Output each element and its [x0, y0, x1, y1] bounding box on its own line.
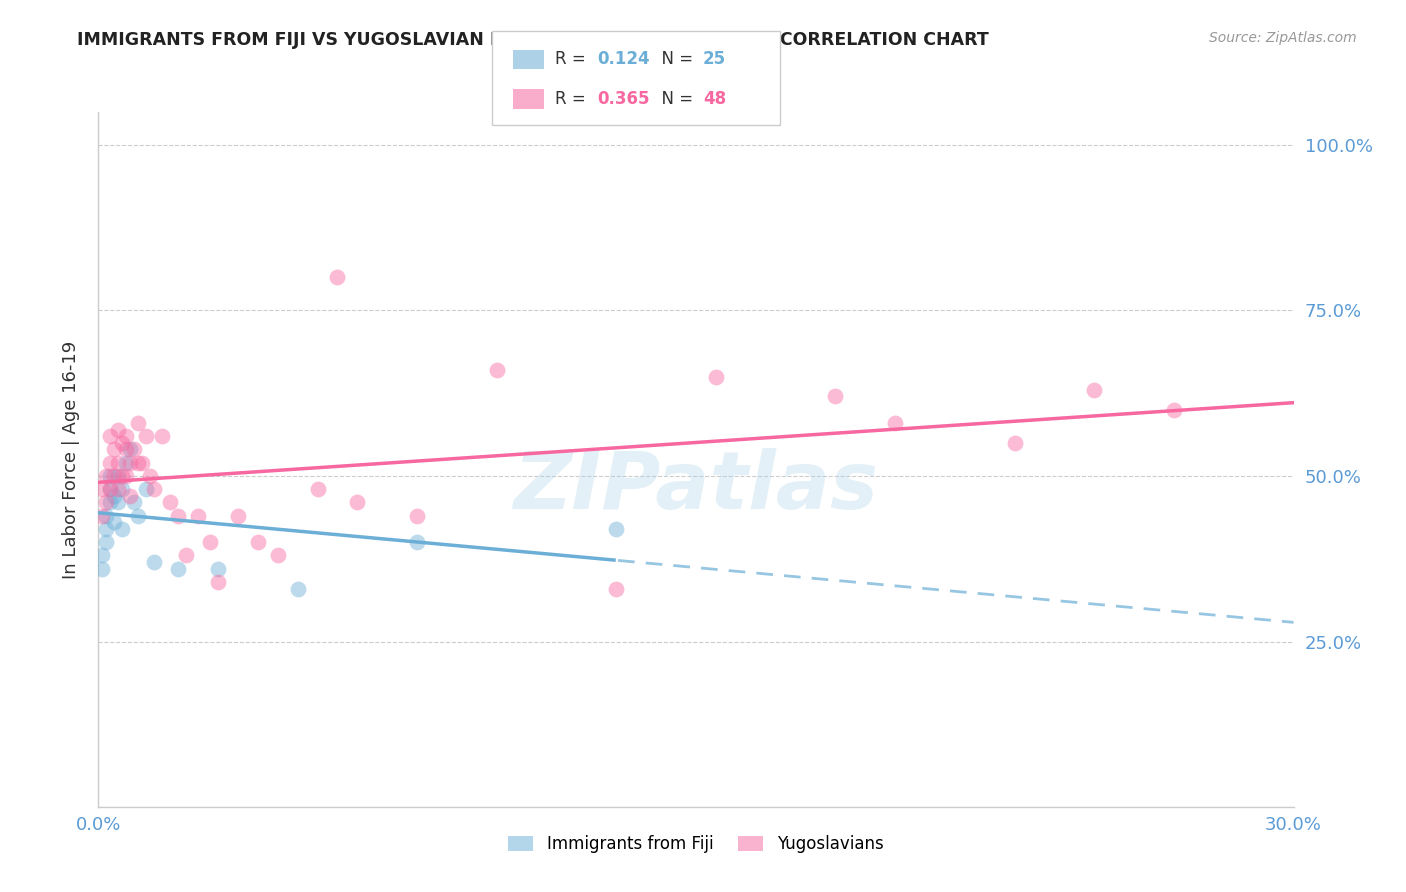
Point: [103, 489, 125, 503]
Point: [91, 482, 114, 496]
Point: [127, 456, 149, 470]
Text: N =: N =: [651, 51, 699, 69]
Point: [120, 456, 142, 470]
Point: [96, 469, 118, 483]
Point: [884, 416, 907, 430]
Point: [115, 429, 138, 443]
Point: [111, 522, 134, 536]
Text: Source: ZipAtlas.com: Source: ZipAtlas.com: [1209, 31, 1357, 45]
Text: N =: N =: [651, 90, 699, 108]
Point: [127, 416, 149, 430]
Point: [124, 495, 146, 509]
Text: ZIPatlas: ZIPatlas: [513, 448, 879, 526]
Point: [120, 489, 142, 503]
Point: [824, 389, 846, 403]
Point: [91, 562, 114, 576]
Point: [167, 508, 190, 523]
Text: IMMIGRANTS FROM FIJI VS YUGOSLAVIAN IN LABOR FORCE | AGE 16-19 CORRELATION CHART: IMMIGRANTS FROM FIJI VS YUGOSLAVIAN IN L…: [77, 31, 988, 49]
Point: [135, 482, 157, 496]
Point: [96, 535, 118, 549]
Text: 25: 25: [703, 51, 725, 69]
Point: [111, 469, 134, 483]
Point: [98, 429, 122, 443]
Point: [103, 469, 125, 483]
Point: [346, 495, 368, 509]
Point: [605, 582, 627, 596]
Text: 0.365: 0.365: [598, 90, 650, 108]
Point: [1163, 402, 1185, 417]
Point: [131, 456, 153, 470]
Point: [107, 469, 129, 483]
Point: [96, 495, 118, 509]
Point: [107, 495, 129, 509]
Point: [127, 508, 149, 523]
Point: [107, 482, 129, 496]
Point: [485, 363, 508, 377]
Point: [143, 555, 166, 569]
Point: [207, 574, 229, 589]
Point: [107, 456, 129, 470]
Point: [267, 549, 290, 563]
Point: [246, 535, 269, 549]
Point: [150, 429, 173, 443]
Point: [167, 562, 190, 576]
Point: [207, 562, 229, 576]
Point: [91, 549, 114, 563]
Y-axis label: In Labor Force | Age 16-19: In Labor Force | Age 16-19: [62, 340, 80, 579]
Text: 0.124: 0.124: [598, 51, 650, 69]
Point: [135, 429, 157, 443]
Point: [111, 482, 134, 496]
Point: [98, 469, 122, 483]
Point: [174, 549, 197, 563]
Point: [124, 442, 146, 457]
Point: [198, 535, 221, 549]
Point: [115, 469, 138, 483]
Point: [159, 495, 181, 509]
Point: [96, 522, 118, 536]
Point: [103, 516, 125, 530]
Point: [111, 435, 134, 450]
Point: [406, 508, 429, 523]
Text: R =: R =: [555, 90, 592, 108]
Point: [91, 508, 114, 523]
Point: [98, 482, 122, 496]
Text: R =: R =: [555, 51, 592, 69]
Point: [287, 582, 309, 596]
Point: [107, 423, 129, 437]
Point: [605, 522, 627, 536]
Point: [98, 482, 122, 496]
Point: [307, 482, 329, 496]
Point: [139, 469, 162, 483]
Point: [96, 508, 118, 523]
Point: [115, 442, 138, 457]
Point: [226, 508, 249, 523]
Point: [1004, 435, 1026, 450]
Point: [187, 508, 209, 523]
Point: [98, 495, 122, 509]
Point: [115, 456, 138, 470]
Point: [120, 442, 142, 457]
Point: [98, 456, 122, 470]
Point: [326, 270, 349, 285]
Legend: Immigrants from Fiji, Yugoslavians: Immigrants from Fiji, Yugoslavians: [501, 827, 891, 862]
Point: [1083, 383, 1105, 397]
Point: [406, 535, 429, 549]
Text: 48: 48: [703, 90, 725, 108]
Point: [704, 369, 727, 384]
Point: [103, 442, 125, 457]
Point: [143, 482, 166, 496]
